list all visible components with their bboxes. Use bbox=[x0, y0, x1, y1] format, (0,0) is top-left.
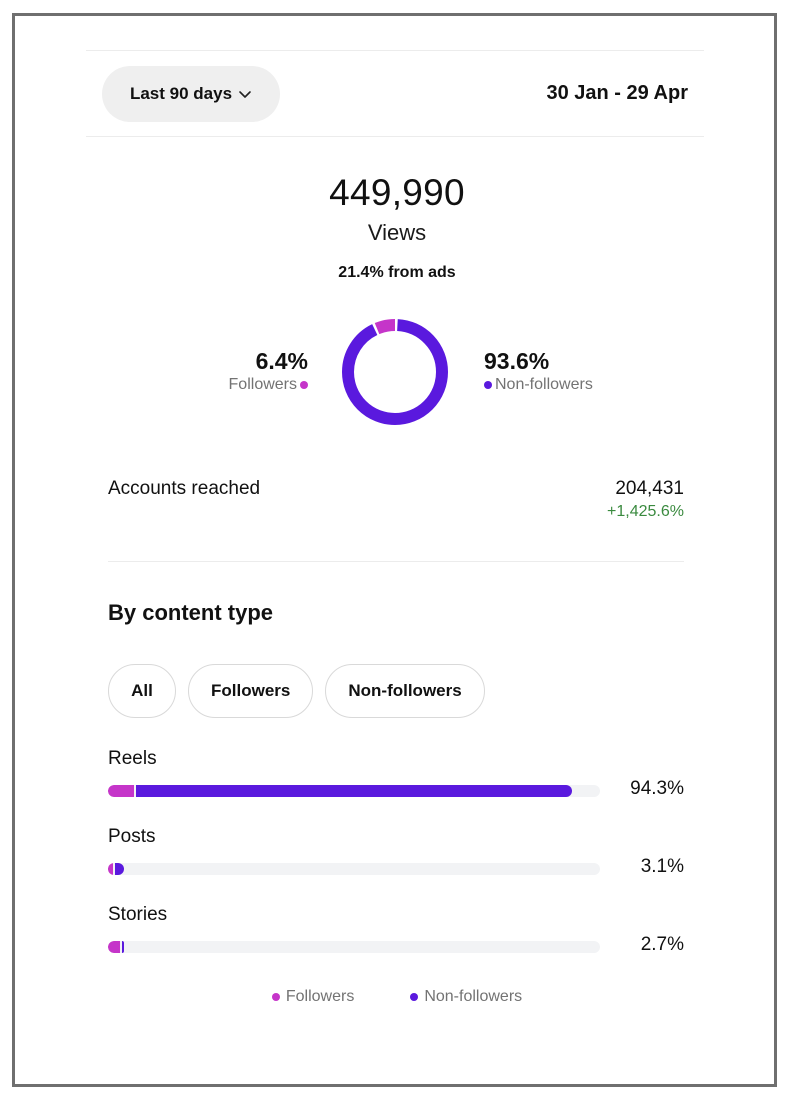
content-bar-track bbox=[108, 941, 600, 953]
top-divider bbox=[86, 50, 704, 51]
content-row-label: Reels bbox=[108, 748, 157, 769]
followers-breakdown-label: Followers bbox=[229, 374, 308, 396]
content-bar-track bbox=[108, 785, 600, 797]
non-followers-breakdown-label: Non-followers bbox=[484, 374, 593, 396]
views-donut-chart bbox=[342, 319, 448, 425]
non-followers-dot-icon bbox=[410, 993, 419, 1001]
date-range-dropdown-label: Last 90 days bbox=[129, 84, 233, 103]
content-bar-non-followers-segment bbox=[135, 785, 572, 797]
reach-divider bbox=[108, 561, 684, 562]
date-range-dropdown[interactable]: Last 90 days bbox=[102, 66, 280, 122]
content-row-label: Posts bbox=[108, 826, 156, 847]
content-bar-followers-segment bbox=[108, 941, 120, 953]
content-bar-non-followers-segment bbox=[122, 941, 124, 953]
non-followers-label-text: Non-followers bbox=[495, 376, 593, 393]
content-bar-track bbox=[108, 863, 600, 875]
content-row-percent: 3.1% bbox=[640, 856, 684, 877]
non-followers-breakdown: 93.6% Non-followers bbox=[484, 348, 593, 396]
donut-non-followers-arc bbox=[342, 319, 448, 425]
followers-label-text: Followers bbox=[228, 376, 297, 393]
legend-followers-label: Followers bbox=[285, 988, 355, 1005]
content-row-percent: 2.7% bbox=[640, 934, 684, 955]
followers-dot-icon bbox=[271, 993, 280, 1001]
accounts-reached-value: 204,431 bbox=[615, 478, 684, 499]
filter-tab-all[interactable]: All bbox=[108, 664, 176, 718]
content-bar-non-followers-segment bbox=[114, 863, 124, 875]
chart-legend: Followers Non-followers bbox=[0, 988, 794, 1006]
date-range-text: 30 Jan - 29 Apr bbox=[546, 82, 688, 104]
filter-tab-followers[interactable]: Followers bbox=[188, 664, 314, 718]
followers-percent: 6.4% bbox=[255, 348, 308, 374]
ads-share-note: 21.4% from ads bbox=[338, 264, 456, 281]
donut-followers-arc bbox=[342, 319, 448, 425]
total-views-value: 449,990 bbox=[329, 172, 465, 213]
content-row-reels: Reels 94.3% bbox=[108, 748, 684, 808]
screenshot-frame bbox=[12, 13, 777, 1087]
non-followers-percent: 93.6% bbox=[484, 348, 550, 374]
followers-breakdown: 6.4% Followers bbox=[229, 348, 308, 396]
content-row-stories: Stories 2.7% bbox=[108, 904, 684, 964]
legend-item-non-followers: Non-followers bbox=[410, 988, 522, 1006]
accounts-reached-change: +1,425.6% bbox=[607, 503, 684, 520]
non-followers-dot-icon bbox=[484, 381, 492, 389]
filter-tab-non-followers[interactable]: Non-followers bbox=[325, 664, 485, 718]
accounts-reached-label: Accounts reached bbox=[108, 478, 261, 499]
views-label: Views bbox=[367, 220, 427, 245]
followers-dot-icon bbox=[300, 381, 308, 389]
content-row-percent: 94.3% bbox=[630, 778, 684, 799]
header-divider bbox=[86, 136, 704, 137]
chevron-down-icon bbox=[239, 91, 251, 98]
content-bar-followers-segment bbox=[108, 785, 134, 797]
content-type-filters: All Followers Non-followers bbox=[108, 664, 485, 718]
legend-non-followers-label: Non-followers bbox=[424, 988, 523, 1005]
legend-item-followers: Followers bbox=[271, 988, 355, 1006]
content-row-posts: Posts 3.1% bbox=[108, 826, 684, 886]
content-row-label: Stories bbox=[108, 904, 168, 925]
content-type-title: By content type bbox=[108, 600, 274, 625]
content-bar-followers-segment bbox=[108, 863, 113, 875]
